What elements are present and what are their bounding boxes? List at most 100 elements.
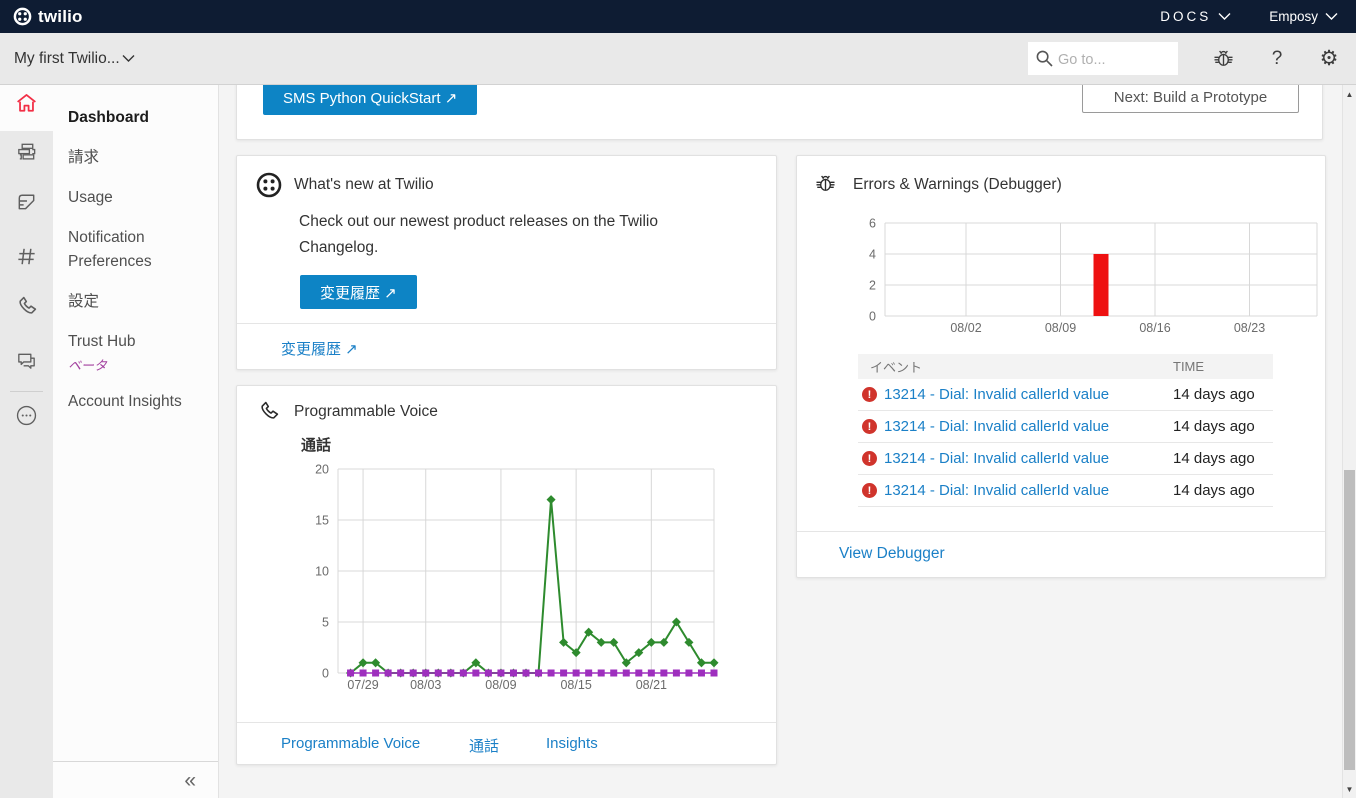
beta-badge: ベータ [68, 355, 208, 374]
alert-icon: ! [862, 483, 877, 498]
time-column-header: TIME [1173, 359, 1273, 374]
svg-text:10: 10 [315, 565, 329, 579]
twilio-logo[interactable]: twilio [13, 7, 83, 27]
rail-item-phone-numbers[interactable] [0, 246, 53, 272]
rail-item-more[interactable] [0, 405, 53, 431]
usage-icon [15, 190, 38, 218]
product-rail [0, 85, 53, 798]
errors-footer: View Debugger [797, 531, 1325, 577]
changelog-link[interactable]: 変更履歴 ↗ [281, 338, 358, 359]
quickstart-card: SMS Python QuickStart ↗ Next: Build a Pr… [236, 85, 1323, 140]
event-row: ! 13214 - Dial: Invalid callerId value 14 … [858, 379, 1273, 411]
next-build-prototype-button[interactable]: Next: Build a Prototype [1082, 85, 1299, 113]
svg-text:08/16: 08/16 [1139, 321, 1170, 335]
event-row: ! 13214 - Dial: Invalid callerId value 14 … [858, 475, 1273, 507]
chevron-down-icon [122, 54, 135, 63]
scroll-down-icon[interactable]: ▼ [1343, 782, 1356, 796]
vertical-scrollbar: ▲ ▼ [1342, 85, 1356, 798]
svg-text:20: 20 [315, 463, 329, 477]
rail-item-messaging[interactable] [0, 351, 53, 377]
docs-label: DOCS [1160, 9, 1211, 24]
sidebar-panel: Dashboard 請求 Usage Notification Preferences… [53, 85, 219, 798]
whats-new-footer: 変更履歴 ↗ [237, 323, 776, 369]
search-input[interactable] [1056, 42, 1175, 77]
events-table-body: ! 13214 - Dial: Invalid callerId value 14 … [858, 379, 1273, 507]
event-time: 14 days ago [1173, 386, 1273, 403]
programmable-voice-card: Programmable Voice 通話 0510152007/2908/03… [236, 385, 777, 765]
sidebar-item-label: Account Insights [68, 390, 208, 414]
svg-text:08/09: 08/09 [1045, 321, 1076, 335]
rail-item-billing[interactable] [0, 141, 53, 167]
twilio-console: twilio DOCS Emposy My first Twilio... ? [0, 0, 1356, 798]
sidebar-item-usage[interactable]: Usage [53, 178, 218, 218]
sidebar-item-account-insights[interactable]: Account Insights [53, 382, 218, 422]
sidebar-item-settings[interactable]: 設定 [53, 282, 218, 322]
sidebar-item-label: 請求 [68, 146, 208, 170]
insights-link[interactable]: Insights [546, 735, 598, 752]
sms-python-quickstart-button[interactable]: SMS Python QuickStart ↗ [263, 85, 477, 115]
docs-menu[interactable]: DOCS [1160, 9, 1231, 24]
event-link[interactable]: 13214 - Dial: Invalid callerId value [884, 386, 1109, 403]
rail-item-voice[interactable] [0, 295, 53, 321]
changelog-button[interactable]: 変更履歴 ↗ [300, 275, 417, 309]
calls-link[interactable]: 通話 [469, 735, 499, 756]
voice-line-chart: 0510152007/2908/0308/0908/1508/21 [277, 456, 737, 701]
whats-new-body: Check out our newest product releases on… [299, 209, 699, 261]
debugger-icon[interactable] [1210, 47, 1236, 70]
rail-divider [10, 391, 43, 392]
event-row: !13214 - Dial: Invalid callerId value14 … [858, 443, 1273, 475]
events-table: イベント TIME ! 13214 - Dial: Invalid callerI… [858, 354, 1273, 507]
event-column-header: イベント [858, 357, 1173, 376]
chevron-down-icon [1218, 12, 1231, 21]
svg-text:08/09: 08/09 [485, 678, 516, 692]
settings-gear-icon[interactable]: ⚙ [1316, 48, 1342, 69]
event-link[interactable]: 13214 - Dial: Invalid callerId value [884, 450, 1109, 467]
twilio-mark-icon [256, 172, 282, 198]
svg-text:0: 0 [869, 310, 876, 324]
event-link[interactable]: 13214 - Dial: Invalid callerId value [884, 482, 1109, 499]
whats-new-card: What's new at Twilio Check out our newes… [236, 155, 777, 370]
alert-icon: ! [862, 387, 877, 402]
main-content: SMS Python QuickStart ↗ Next: Build a Pr… [219, 85, 1356, 798]
sidebar-item-trust-hub[interactable]: Trust Hubベータ [53, 322, 218, 382]
sidebar-item-billing[interactable]: 請求 [53, 138, 218, 178]
voice-icon [15, 294, 39, 323]
console-toolbar: My first Twilio... ? ⚙ [0, 33, 1356, 85]
event-link[interactable]: 13214 - Dial: Invalid callerId value [884, 418, 1109, 435]
account-menu[interactable]: Emposy [1269, 9, 1338, 24]
sidebar-item-label: Usage [68, 186, 208, 210]
messaging-icon [15, 350, 38, 378]
voice-overview-link[interactable]: Programmable Voice [281, 735, 420, 752]
chevron-down-icon [1325, 12, 1338, 21]
sidebar-footer: « [53, 761, 218, 798]
sidebar-item-label: Notification Preferences [68, 226, 208, 274]
view-debugger-link[interactable]: View Debugger [839, 545, 945, 563]
project-switcher[interactable]: My first Twilio... [14, 50, 135, 68]
errors-warnings-card: Errors & Warnings (Debugger) 024608/0208… [796, 155, 1326, 578]
svg-text:08/02: 08/02 [950, 321, 981, 335]
rail-item-usage[interactable] [0, 191, 53, 217]
search-box [1028, 42, 1178, 75]
home-icon [14, 91, 39, 121]
voice-phone-icon [257, 399, 281, 423]
debugger-bug-icon [814, 172, 837, 195]
svg-text:07/29: 07/29 [347, 678, 378, 692]
errors-bar-chart: 024608/0208/0908/1608/23 [857, 211, 1321, 336]
scroll-up-icon[interactable]: ▲ [1343, 87, 1356, 101]
collapse-sidebar-button[interactable]: « [184, 770, 196, 791]
event-time: 14 days ago [1173, 482, 1273, 499]
billing-icon [15, 140, 38, 168]
brand-name: twilio [38, 7, 83, 27]
search-icon [1035, 49, 1054, 73]
help-icon[interactable]: ? [1264, 49, 1290, 68]
sidebar-item-dashboard[interactable]: Dashboard [53, 98, 218, 138]
sidebar-item-notification-preferences[interactable]: Notification Preferences [53, 218, 218, 282]
svg-text:15: 15 [315, 514, 329, 528]
scrollbar-thumb[interactable] [1344, 470, 1355, 770]
programmable-voice-title: Programmable Voice [294, 403, 438, 421]
svg-text:08/21: 08/21 [636, 678, 667, 692]
svg-text:08/15: 08/15 [560, 678, 591, 692]
calls-metric-label: 通話 [301, 434, 331, 455]
sidebar-menu: Dashboard 請求 Usage Notification Preferences… [53, 85, 218, 422]
rail-item-home[interactable] [0, 93, 53, 119]
